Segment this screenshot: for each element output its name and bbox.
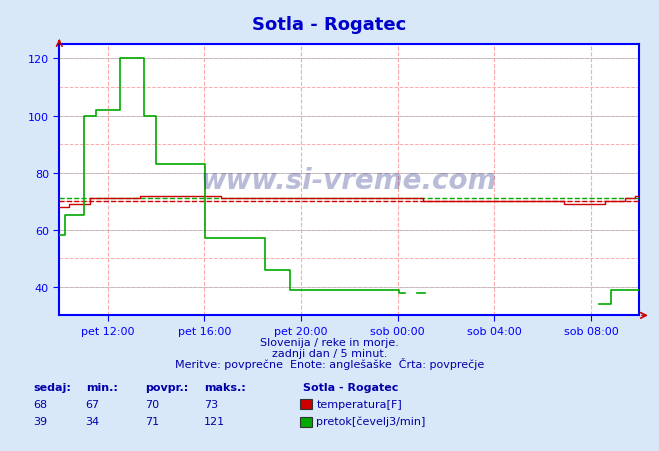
Text: 39: 39 [33,416,47,426]
Text: maks.:: maks.: [204,382,246,392]
Text: sedaj:: sedaj: [33,382,71,392]
Text: povpr.:: povpr.: [145,382,188,392]
Text: 67: 67 [86,399,100,409]
Text: www.si-vreme.com: www.si-vreme.com [201,166,498,194]
Text: 73: 73 [204,399,218,409]
Text: zadnji dan / 5 minut.: zadnji dan / 5 minut. [272,348,387,358]
Text: 121: 121 [204,416,225,426]
Text: pretok[čevelj3/min]: pretok[čevelj3/min] [316,416,426,426]
Text: temperatura[F]: temperatura[F] [316,399,402,409]
Text: 34: 34 [86,416,100,426]
Text: 68: 68 [33,399,47,409]
Text: Sotla - Rogatec: Sotla - Rogatec [252,16,407,34]
Text: min.:: min.: [86,382,117,392]
Text: Sotla - Rogatec: Sotla - Rogatec [303,382,399,392]
Text: 70: 70 [145,399,159,409]
Text: Slovenija / reke in morje.: Slovenija / reke in morje. [260,337,399,347]
Text: Meritve: povprečne  Enote: anglešaške  Črta: povprečje: Meritve: povprečne Enote: anglešaške Črt… [175,358,484,369]
Text: 71: 71 [145,416,159,426]
